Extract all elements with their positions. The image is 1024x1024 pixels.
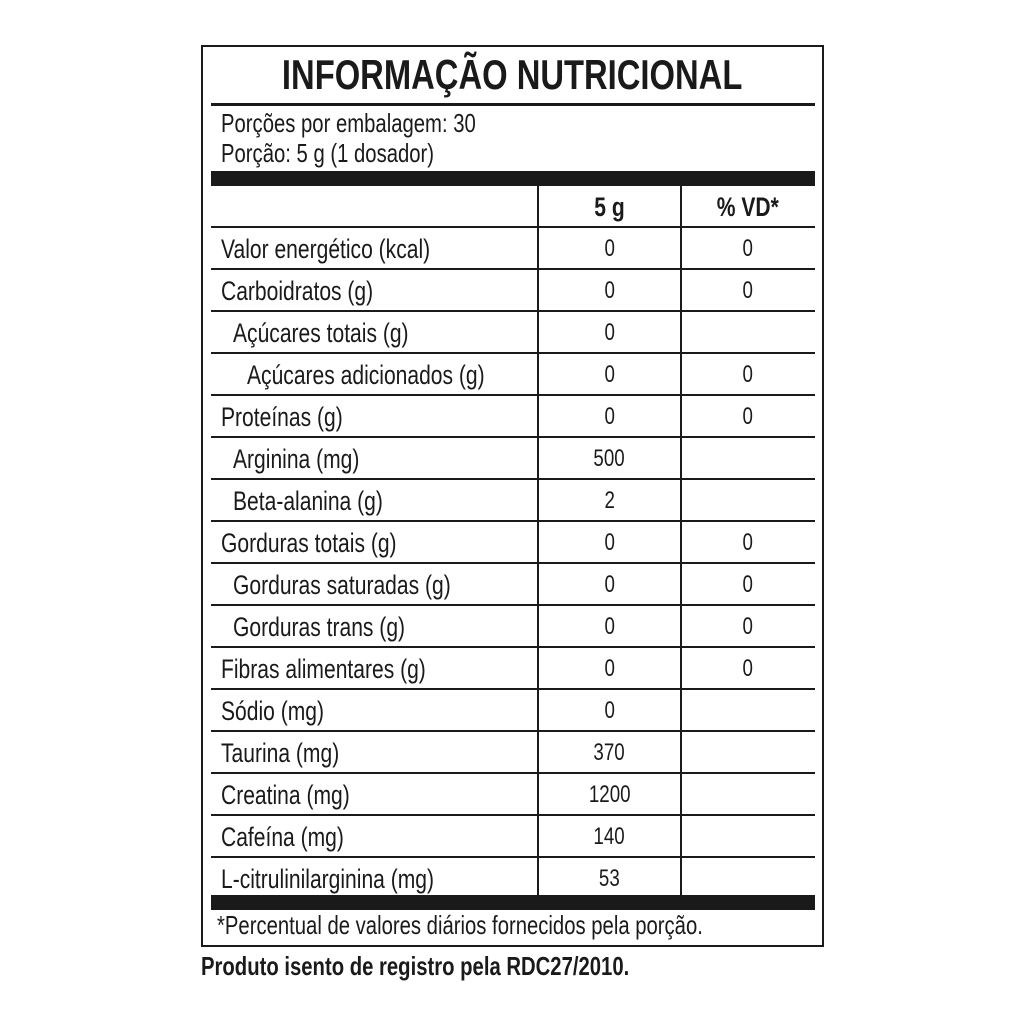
nutrient-label: L-citrulinilarginina (mg) [221,864,435,894]
nutrient-amount: 370 [593,739,626,766]
nutrient-amount: 0 [604,403,615,430]
table-row: Creatina (mg) 1200 [211,774,815,816]
table-row: Arginina (mg) 500 [211,438,815,480]
nutrient-label: Açúcares adicionados (g) [247,360,485,390]
nutrient-amount: 0 [604,529,615,556]
nutrient-dv: 0 [742,403,754,430]
table-row: Beta-alanina (g) 2 [211,480,815,522]
nutrient-label: Sódio (mg) [221,696,324,726]
label-title: INFORMAÇÃO NUTRICIONAL [282,51,743,98]
nutrient-dv: 0 [742,235,754,262]
nutrient-dv [681,732,815,772]
nutrient-amount: 0 [604,235,615,262]
nutrient-label: Proteínas (g) [221,402,343,432]
nutrient-label: Gorduras trans (g) [233,612,406,642]
title-divider [211,103,815,106]
nutrient-dv: 0 [742,571,754,598]
nutrient-amount: 0 [604,697,615,724]
table-row: Taurina (mg) 370 [211,732,815,774]
nutrient-amount: 0 [604,613,615,640]
table-row: Fibras alimentares (g) 0 0 [211,648,815,690]
nutrient-dv [681,774,815,814]
nutrient-label: Gorduras saturadas (g) [233,570,451,600]
table-row: Açúcares adicionados (g) 0 0 [211,354,815,396]
nutrient-amount: 0 [604,571,615,598]
table-header: 5 g % VD* [211,186,815,228]
nutrient-label: Carboidratos (g) [221,276,374,306]
registration-note: Produto isento de registro pela RDC27/20… [201,951,630,981]
nutrient-label: Fibras alimentares (g) [221,654,426,684]
nutrient-dv: 0 [742,277,754,304]
table-row: Gorduras totais (g) 0 0 [211,522,815,564]
table-row: Cafeína (mg) 140 [211,816,815,858]
nutrient-dv [681,816,815,856]
servings-per-package: Porções por embalagem: 30 [221,108,476,138]
nutrient-amount: 53 [599,865,620,892]
table-row: Carboidratos (g) 0 0 [211,270,815,312]
column-header-dv: % VD* [716,192,780,222]
nutrient-amount: 1200 [588,781,631,808]
column-divider-1 [537,186,539,896]
nutrient-amount: 500 [593,445,626,472]
nutrition-label-frame [201,45,824,947]
table-row: Gorduras saturadas (g) 0 0 [211,564,815,606]
table-row: Gorduras trans (g) 0 0 [211,606,815,648]
nutrient-dv: 0 [742,613,754,640]
nutrient-dv [681,858,815,898]
nutrient-dv [681,690,815,730]
nutrient-label: Açúcares totais (g) [233,318,409,348]
nutrient-amount: 0 [604,319,615,346]
column-divider-2 [680,186,682,896]
nutrient-label: Taurina (mg) [221,738,340,768]
table-row: Valor energético (kcal) 0 0 [211,228,815,270]
nutrient-amount: 0 [604,277,615,304]
footnote: *Percentual de valores diários fornecido… [217,910,703,940]
nutrient-dv [681,480,815,520]
column-header-amount: 5 g [594,192,625,222]
table-row: Proteínas (g) 0 0 [211,396,815,438]
nutrient-dv: 0 [742,361,754,388]
nutrient-label: Beta-alanina (g) [233,486,383,516]
thick-divider-bottom [211,895,815,910]
table-row: L-citrulinilarginina (mg) 53 [211,858,815,900]
nutrient-label: Creatina (mg) [221,780,350,810]
nutrient-label: Cafeína (mg) [221,822,344,852]
table-row: Açúcares totais (g) 0 [211,312,815,354]
nutrient-dv: 0 [742,529,754,556]
nutrient-amount: 0 [604,655,615,682]
nutrient-label: Arginina (mg) [233,444,360,474]
nutrient-dv [681,312,815,352]
nutrient-dv: 0 [742,655,754,682]
nutrient-label: Gorduras totais (g) [221,528,397,558]
table-row: Sódio (mg) 0 [211,690,815,732]
nutrient-amount: 2 [604,487,615,514]
nutrient-amount: 0 [604,361,615,388]
thick-divider-top [211,171,815,186]
nutrient-amount: 140 [593,823,626,850]
nutrient-dv [681,438,815,478]
serving-size: Porção: 5 g (1 dosador) [221,138,435,168]
nutrient-label: Valor energético (kcal) [221,234,431,264]
